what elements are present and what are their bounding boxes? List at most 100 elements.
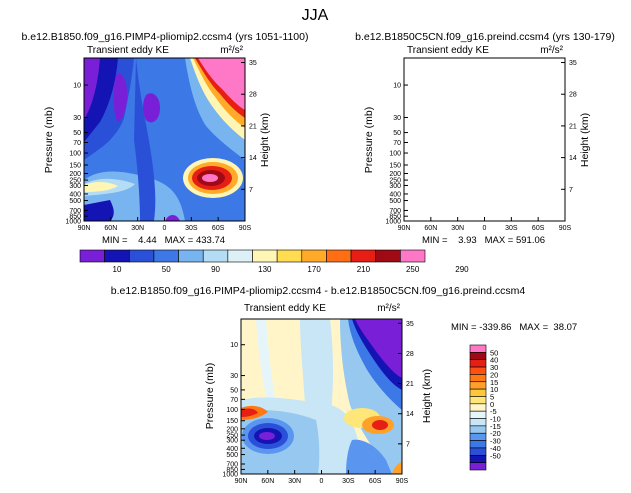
right-tick-label: 28: [249, 92, 257, 99]
x-tick-label: 30S: [505, 225, 518, 232]
legend-swatch: [375, 249, 401, 263]
fill-eq-purple-blob: [463, 93, 480, 122]
y-tick-label: 700: [226, 461, 238, 468]
x-tick-label: 60N: [424, 225, 437, 232]
fill-surface-navy-left: [404, 200, 434, 221]
legend-swatch: [301, 249, 327, 263]
legend-label: -50: [490, 451, 501, 460]
legend-label: 50: [490, 348, 498, 357]
legend-swatch: [469, 381, 487, 390]
legend-label: 170: [307, 265, 321, 274]
y-tick-label: 850: [389, 214, 401, 221]
legend-label: 210: [357, 265, 371, 274]
fill-jet-pink: [198, 58, 245, 110]
panel-b: b.e12.B1850C5CN.f09_g16.preind.ccsm4 (yr…: [355, 31, 615, 246]
y-tick-label: 500: [69, 198, 81, 205]
right-tick-label: 28: [569, 92, 577, 99]
legend-swatch: [202, 249, 229, 263]
y-tick-label: 400: [69, 191, 81, 198]
fill-tropo-blue: [404, 172, 505, 222]
x-tick-label: 30S: [342, 478, 355, 485]
legend-label: 5: [490, 392, 494, 401]
right-tick-label: 28: [406, 351, 414, 358]
x-tick-label: 90N: [398, 225, 411, 232]
x-tick-label: 0: [320, 478, 324, 485]
x-tick-label: 0: [483, 225, 487, 232]
fill-tropo-yellow: [404, 181, 444, 193]
legend-swatch: [227, 249, 253, 263]
legend-label: -30: [490, 437, 501, 446]
legend-top: 10 50 90 130 170 210 250 290: [79, 249, 469, 274]
fill-eq-blue-column: [134, 58, 156, 221]
panel-a-ylabel: Pressure (mb): [43, 107, 55, 174]
x-tick-label: 90S: [239, 225, 252, 232]
x-tick-label: 60N: [261, 478, 274, 485]
panel-c-title: b.e12.B1850.f09_g16.PIMP4-pliomip2.ccsm4…: [111, 285, 526, 297]
y-tick-label: 1000: [222, 472, 238, 479]
right-tick-label: 21: [249, 123, 257, 130]
right-tick-label: 14: [249, 155, 257, 162]
panel-b-variable-label: Transient eddy KE: [407, 45, 489, 56]
panel-c-field: [241, 319, 402, 474]
legend-label: 290: [455, 265, 469, 274]
fill-storm-yellow: [499, 156, 565, 200]
legend-label: 0: [490, 400, 494, 409]
right-tick-label: 35: [249, 60, 257, 67]
legend-swatch: [79, 249, 105, 263]
y-tick-label: 300: [69, 183, 81, 190]
fill-upper-purple-tongue: [113, 73, 128, 122]
legend-swatch: [469, 425, 487, 434]
x-tick-label: 60N: [104, 225, 117, 232]
fill-nh-strip: [256, 319, 276, 405]
y-tick-label: 200: [389, 171, 401, 178]
panel-c-right-label: Height (km): [421, 369, 433, 423]
fill-storm-pink: [519, 173, 539, 183]
legend-swatch: [326, 249, 352, 263]
y-tick-label: 300: [226, 438, 238, 445]
y-tick-label: 850: [226, 467, 238, 474]
y-tick-label: 700: [69, 208, 81, 215]
panel-c-variable-label: Transient eddy KE: [244, 303, 326, 314]
fill-edge-strip: [84, 58, 92, 110]
fill-eq-blue-column: [454, 58, 475, 221]
panel-b-stats: MIN = 3.93 MAX = 591.06: [422, 235, 545, 246]
fill-surface-purple: [485, 215, 500, 221]
right-tick-label: 35: [406, 321, 414, 328]
x-tick-label: 30S: [185, 225, 198, 232]
y-tick-label: 100: [69, 151, 81, 158]
y-tick-label: 250: [69, 178, 81, 185]
fill-surface-purple: [165, 214, 180, 221]
legend-label: 50: [162, 265, 171, 274]
x-tick-label: 90N: [235, 478, 248, 485]
legend-swatch: [469, 440, 487, 449]
fill-upper-purple-edge: [404, 58, 420, 120]
fill-sh-lower: [346, 439, 392, 474]
fill-blob-purple: [259, 432, 275, 440]
y-tick-label: 1000: [385, 219, 401, 226]
x-tick-label: 60S: [212, 225, 225, 232]
panel-a-stats: MIN = 4.44 MAX = 433.74: [102, 235, 225, 246]
y-tick-label: 150: [389, 162, 401, 169]
y-tick-label: 100: [226, 407, 238, 414]
y-tick-label: 70: [230, 397, 238, 404]
legend-swatch: [469, 447, 487, 456]
panel-a-field: [84, 58, 245, 221]
legend-swatch: [178, 249, 204, 263]
legend-swatch: [469, 359, 487, 368]
y-tick-label: 70: [73, 140, 81, 147]
legend-swatch: [350, 249, 377, 263]
fill-surface-navy-left: [84, 200, 114, 221]
right-tick-label: 7: [406, 441, 410, 448]
y-tick-label: 30: [230, 373, 238, 380]
fill-jet-pink: [516, 58, 565, 114]
y-tick-label: 50: [73, 130, 81, 137]
panel-a-right-label: Height (km): [259, 113, 271, 167]
panel-b-right-label: Height (km): [579, 113, 591, 167]
right-tick-label: 21: [406, 381, 414, 388]
fill-small-blob: [294, 450, 306, 460]
legend-swatch: [469, 418, 487, 427]
legend-label: -40: [490, 444, 501, 453]
legend-swatch: [128, 249, 155, 263]
right-tick-label: 7: [249, 187, 253, 194]
